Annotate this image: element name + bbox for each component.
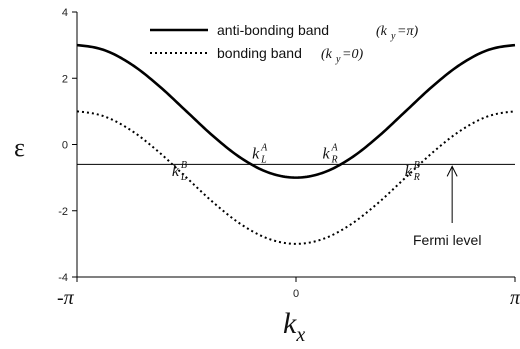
y-tick-label: -2 [58,206,68,218]
k-annotation-subscript: L [260,154,267,165]
k-annotation-subscript: R [330,154,337,165]
legend-label: anti-bonding band [217,22,329,38]
k-annotation-subscript: L [180,172,187,183]
k-annotation-base: k [172,163,180,180]
k-annotation-superscript: B [181,160,187,171]
k-annotation-subscript: R [413,172,420,183]
legend: anti-bonding band (k y =π)bonding band (k y =0… [150,22,418,65]
legend-condition: (k [376,24,388,39]
y-tick-label: -4 [58,272,68,284]
y-tick-label: 0 [62,140,68,152]
series-lines [76,43,516,245]
legend-entry-bonding-band: bonding band (k y =0) [150,45,363,65]
y-axis-label: ε [14,133,25,162]
legend-entry-anti-bonding-band: anti-bonding band (k y =π) [150,22,418,42]
fermi-level-group: Fermi level [77,163,515,248]
y-tick-label: 4 [62,7,68,19]
k-annotation-superscript: A [260,142,268,153]
series-line-bonding-band [76,110,516,245]
k-annotation-r-a: k AR [322,142,338,165]
k-annotation-superscript: B [414,160,420,171]
legend-condition-subscript: y [335,54,341,65]
y-tick-label: 2 [62,73,68,85]
k-annotation-r-b: k BR [405,160,420,183]
fermi-arrow-head [446,165,458,177]
series-line-anti-bonding-band [76,43,516,179]
k-annotation-superscript: A [330,142,338,153]
k-annotation-base: k [322,145,330,162]
legend-condition: (k [321,47,333,62]
x-tick-label: 0 [293,288,299,300]
k-annotation-l-a: k AL [252,142,268,165]
x-tick-label: -π [57,287,75,309]
legend-label: bonding band [217,45,302,61]
annotations: k AL k ARk BL k BR [172,142,420,183]
x-axis-label: kx [283,307,305,346]
x-tick-label: π [510,287,520,309]
fermi-level-label: Fermi level [413,232,481,248]
legend-condition-rest: =π) [397,24,418,39]
k-annotation-base: k [405,163,413,180]
legend-condition-rest: =0) [342,47,363,62]
k-annotation-l-b: k BL [172,160,187,183]
legend-condition-subscript: y [390,31,396,42]
ticks: -4 -2 0 2 4 -π 0 π [57,7,520,309]
k-annotation-base: k [252,145,260,162]
